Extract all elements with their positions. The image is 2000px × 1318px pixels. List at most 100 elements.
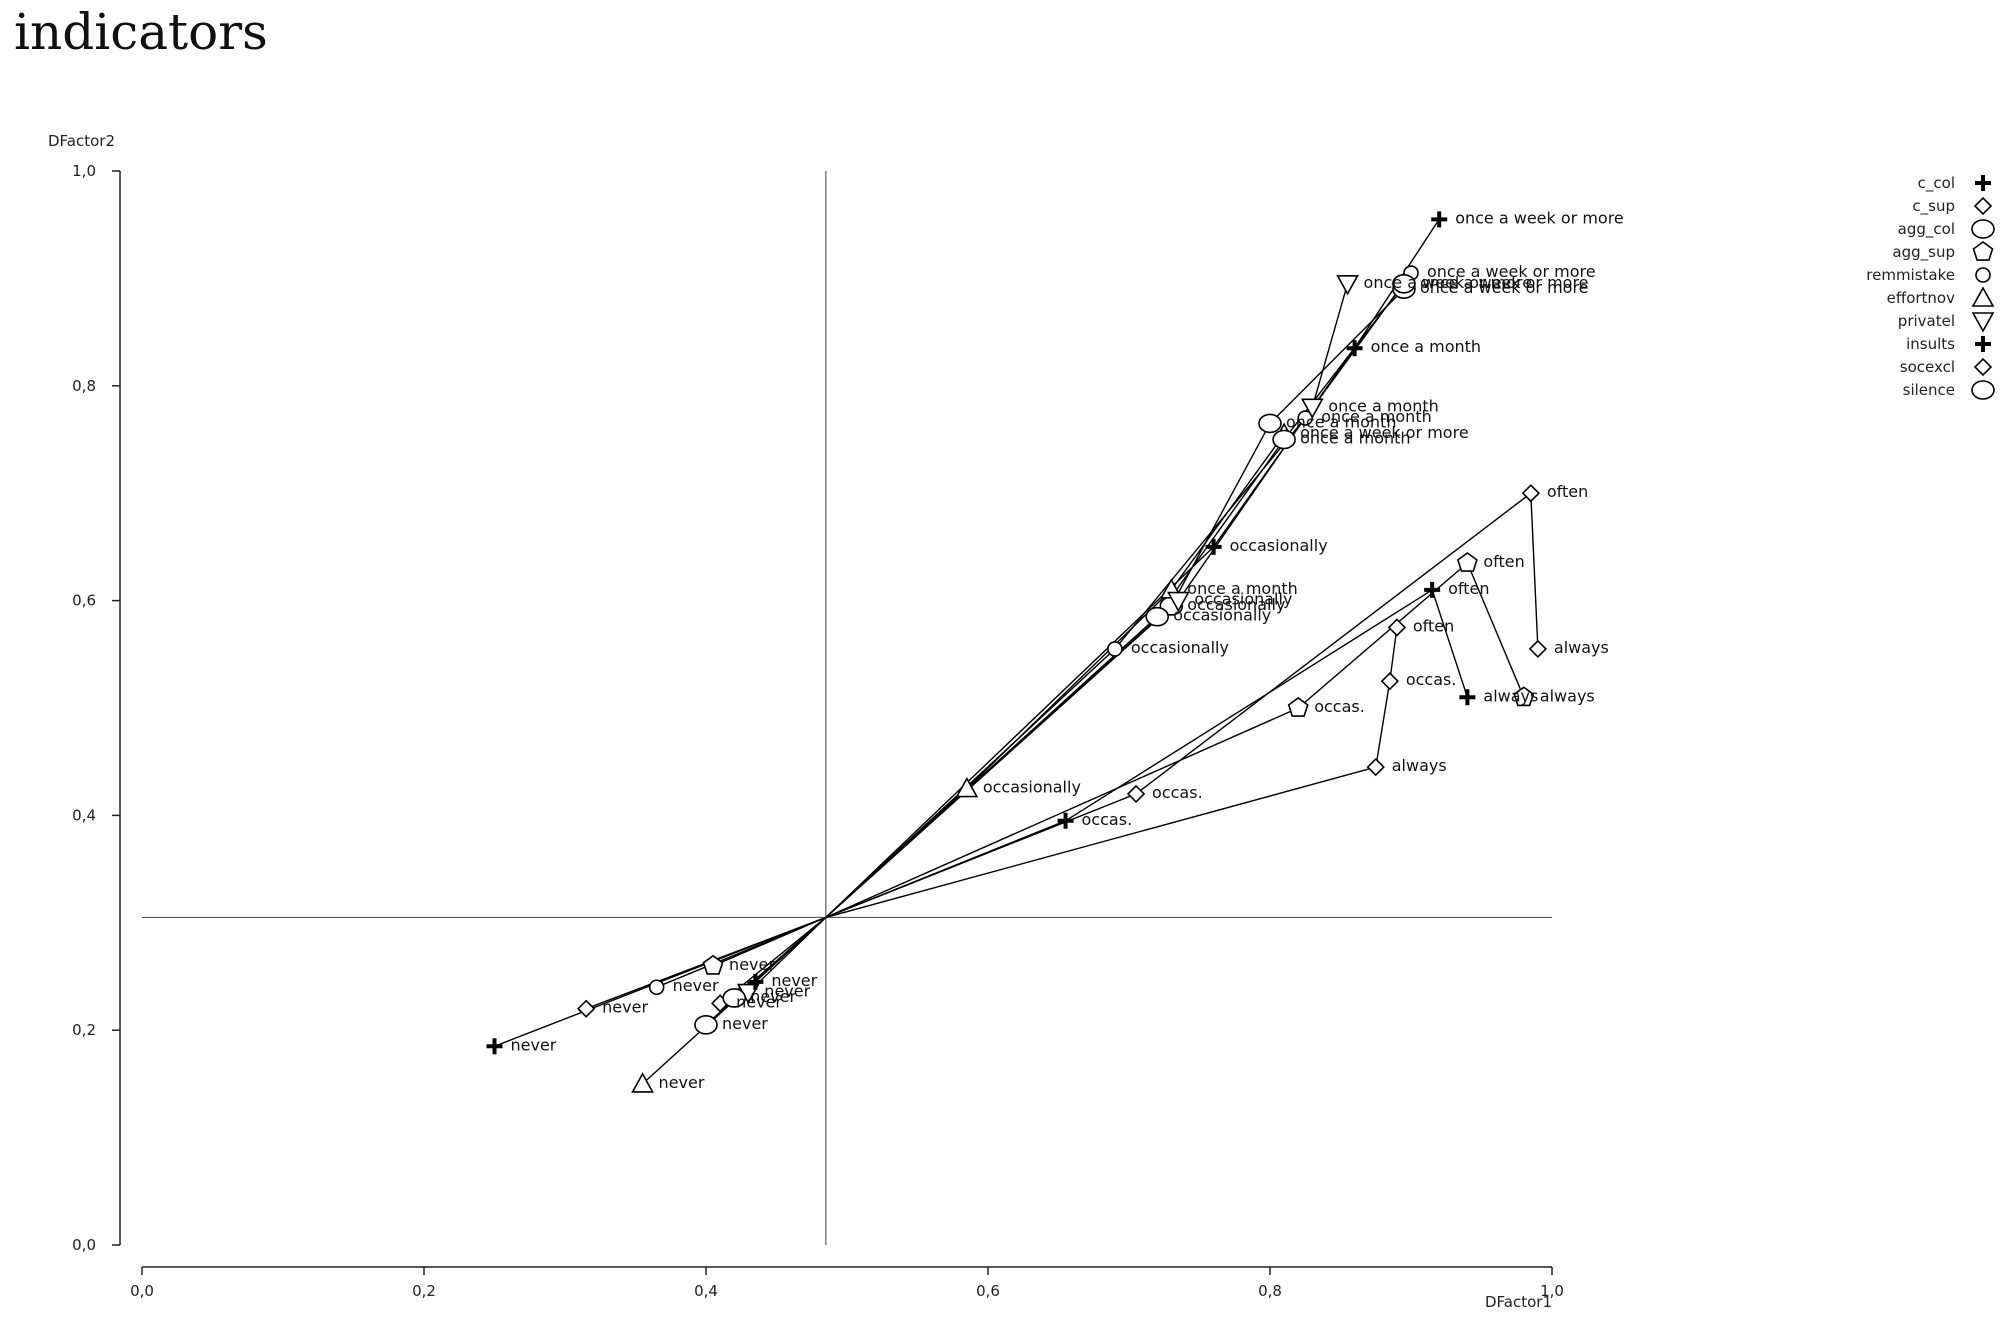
legend-marker-effortnov [1971, 286, 1995, 307]
point-label-effortnov: occasionally [983, 778, 1081, 797]
point-label-agg_sup: occas. [1314, 697, 1365, 716]
point-label-socexcl: often [1413, 616, 1454, 635]
legend-label-agg_sup: agg_sup [1892, 243, 1955, 262]
y-tick-label: 0,8 [72, 377, 96, 395]
series-line-socexcl [719, 627, 1398, 1004]
point-insults [747, 973, 764, 990]
series-markers [486, 211, 1548, 1093]
point-privatel [1300, 398, 1324, 419]
point-label-agg_col: never [722, 1014, 768, 1033]
point-label-socexcl: never [736, 992, 782, 1011]
point-label-remmistake: occasionally [1131, 638, 1229, 657]
series-line-c_sup [585, 491, 1539, 1010]
legend-label-agg_col: agg_col [1898, 220, 1955, 239]
point-c_sup [1126, 784, 1146, 804]
point-agg_col [694, 1015, 718, 1035]
point-silence [1392, 273, 1416, 294]
point-c_sup [1521, 484, 1540, 503]
legend-marker-c_sup [1973, 196, 1993, 216]
point-label-c_col: never [511, 1035, 557, 1054]
legend-label-c_sup: c_sup [1912, 197, 1955, 216]
series-line-silence [733, 283, 1405, 999]
legend-marker-c_col [1975, 175, 1991, 191]
point-effortnov [631, 1072, 654, 1093]
y-tick-label: 0,4 [72, 806, 96, 824]
legend: c_col c_sup agg_col agg_sup remmistake effort… [1866, 174, 1995, 400]
legend-marker-insults [1975, 336, 1991, 352]
point-label-effortnov: once a week or more [1300, 423, 1469, 442]
point-privatel [1336, 274, 1359, 296]
y-tick-label: 0,0 [72, 1236, 96, 1254]
point-label-c_col: occas. [1082, 810, 1133, 829]
point-label-agg_col: once a month [1286, 412, 1396, 431]
point-label-socexcl: always [1392, 756, 1447, 775]
y-tick-label: 0,6 [72, 592, 96, 610]
legend-marker-remmistake [1975, 267, 1991, 283]
legend-marker-silence [1971, 380, 1995, 400]
point-insults [1431, 211, 1448, 228]
point-label-privatel: occasionally [1194, 590, 1292, 609]
point-c_col [1057, 812, 1074, 829]
x-tick-label: 0,6 [976, 1282, 1000, 1300]
x-tick-label: 0,0 [130, 1282, 154, 1300]
point-label-effortnov: once a month [1187, 579, 1297, 598]
point-c_col [1459, 689, 1476, 706]
point-label-insults: occasionally [1230, 536, 1328, 555]
point-label-c_sup: always [1554, 638, 1609, 657]
point-privatel [1166, 591, 1190, 613]
point-agg_sup [1513, 686, 1535, 707]
legend-marker-agg_col [1971, 219, 1995, 239]
point-silence [1272, 429, 1296, 450]
series-line-agg_col [705, 288, 1405, 1026]
point-label-agg_sup: always [1540, 686, 1595, 705]
x-tick-label: 0,8 [1258, 1282, 1282, 1300]
point-agg_sup [702, 954, 724, 975]
point-silence [1145, 606, 1169, 627]
point-labels: never occas. often always never occas. often al… [511, 208, 1624, 1092]
point-label-remmistake: never [673, 976, 719, 995]
x-tick-label: 0,4 [694, 1282, 718, 1300]
series-line-remmistake [656, 272, 1412, 988]
point-remmistake [648, 979, 665, 996]
point-label-insults: once a week or more [1455, 208, 1624, 227]
point-socexcl [1366, 757, 1385, 777]
legend-label-insults: insults [1906, 335, 1955, 353]
point-label-c_col: often [1448, 579, 1489, 598]
point-socexcl [1387, 618, 1407, 637]
y-axis-title: DFactor2 [48, 132, 115, 150]
legend-label-effortnov: effortnov [1887, 289, 1955, 307]
point-label-insults: never [771, 971, 817, 990]
reference-lines [142, 171, 1552, 1245]
point-label-privatel: once a week or more [1364, 273, 1533, 292]
point-label-privatel: once a month [1328, 396, 1438, 415]
point-c_sup [577, 999, 596, 1018]
legend-label-remmistake: remmistake [1866, 266, 1955, 284]
point-label-socexcl: occas. [1406, 670, 1457, 689]
point-label-remmistake: once a week or more [1427, 262, 1596, 281]
point-label-remmistake: once a month [1321, 407, 1431, 426]
point-label-agg_col: occasionally [1187, 595, 1285, 614]
point-socexcl [1380, 672, 1399, 691]
point-label-c_sup: never [602, 998, 648, 1017]
y-tick-label: 0,2 [72, 1021, 96, 1039]
legend-marker-socexcl [1973, 357, 1993, 377]
point-c_col [486, 1038, 503, 1055]
legend-label-silence: silence [1903, 381, 1955, 399]
point-label-agg_sup: often [1483, 552, 1524, 571]
axes: 0,00,20,40,60,81,00,0 0,2 0,4 0,6 0,8 1,0DFac… [48, 132, 1564, 1311]
point-label-insults: once a month [1371, 337, 1481, 356]
point-agg_sup [1287, 697, 1309, 717]
x-tick-label: 1,0 [1540, 1282, 1564, 1300]
point-insults [1346, 340, 1363, 357]
legend-marker-privatel [1971, 312, 1995, 333]
point-label-silence: occasionally [1173, 606, 1271, 625]
point-label-silence: once a month [1300, 429, 1410, 448]
legend-marker-agg_sup [1972, 241, 1994, 261]
legend-label-socexcl: socexcl [1900, 358, 1955, 376]
x-tick-label: 0,2 [412, 1282, 436, 1300]
series-line-insults [754, 218, 1440, 983]
series-line-privatel [747, 283, 1349, 994]
point-label-silence: never [750, 987, 796, 1006]
point-label-c_sup: often [1547, 482, 1588, 501]
point-remmistake [1107, 641, 1123, 657]
